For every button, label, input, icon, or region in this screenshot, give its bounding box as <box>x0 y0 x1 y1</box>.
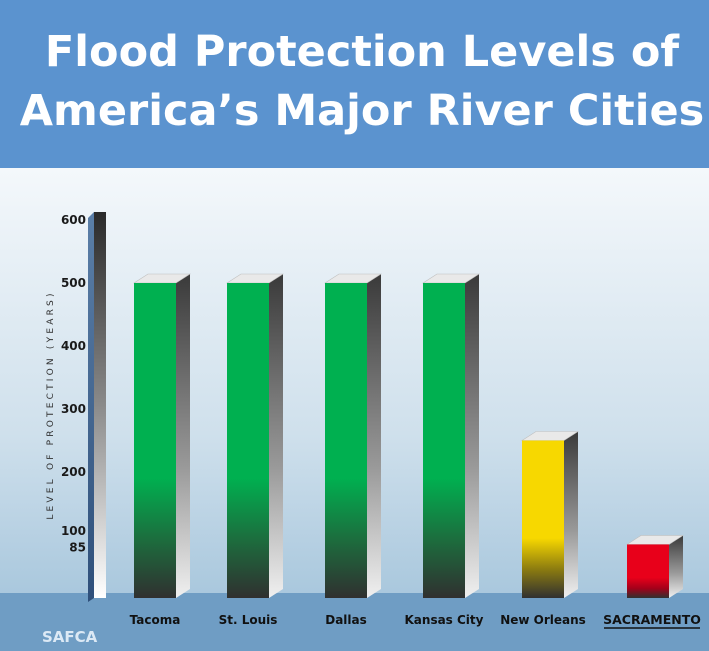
x-category-label: Dallas <box>325 613 367 627</box>
x-category-label: SACRAMENTO <box>603 612 701 627</box>
bar-side-1 <box>176 274 190 598</box>
x-category-label: Kansas City <box>405 613 484 627</box>
bar-side-4 <box>465 274 479 598</box>
y-tick-label: 500 <box>61 276 86 290</box>
chart-title-line-1: Flood Protection Levels of <box>45 27 680 77</box>
chart-floor <box>0 593 709 651</box>
x-category-label: St. Louis <box>219 613 278 627</box>
bar-5 <box>522 440 564 598</box>
bar-side-5 <box>564 431 578 598</box>
x-category-label: New Orleans <box>500 613 586 627</box>
bar-6 <box>627 544 669 598</box>
y-tick-label: 200 <box>61 465 86 479</box>
title-banner <box>0 0 709 168</box>
y-tick-label: 400 <box>61 339 86 353</box>
bar-side-3 <box>367 274 381 598</box>
y-tick-label: 85 <box>69 540 86 554</box>
y-tick-label: 300 <box>61 402 86 416</box>
bar-1 <box>134 283 176 598</box>
bar-2 <box>227 283 269 598</box>
y-tick-label: 600 <box>61 213 86 227</box>
y-axis-post <box>94 212 106 598</box>
x-category-label: Tacoma <box>130 613 181 627</box>
y-tick-label: 100 <box>61 524 86 538</box>
bar-side-2 <box>269 274 283 598</box>
chart-title-line-2: America’s Major River Cities <box>20 86 704 136</box>
bar-3 <box>325 283 367 598</box>
y-axis-post-side <box>88 212 94 602</box>
bar-4 <box>423 283 465 598</box>
credit-logo: SAFCA <box>42 628 98 646</box>
bar-side-6 <box>669 535 683 598</box>
y-axis-label: LEVEL OF PROTECTION (YEARS) <box>46 290 56 519</box>
